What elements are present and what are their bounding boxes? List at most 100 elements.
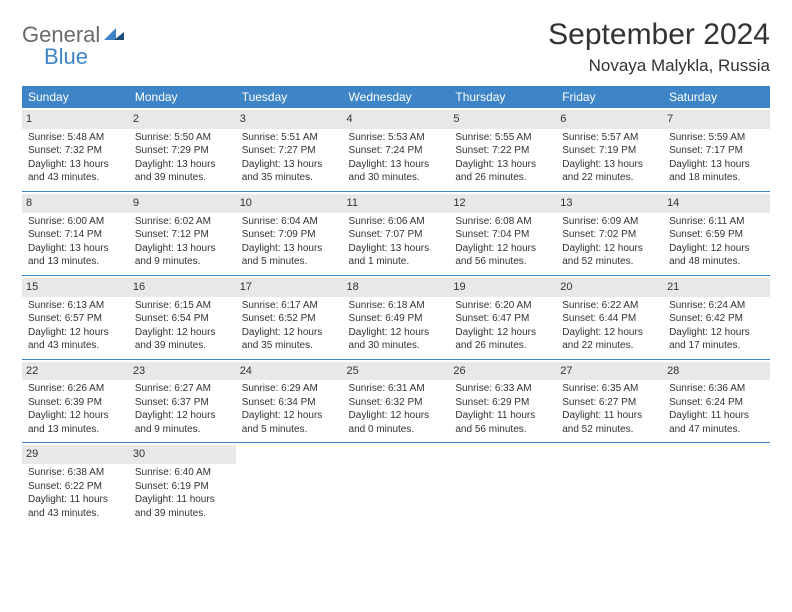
sunset-label: Sunset: 6:59 PM [669, 228, 764, 242]
daylight-label: Daylight: 12 hours and 35 minutes. [242, 326, 337, 353]
month-title: September 2024 [548, 18, 770, 52]
daylight-label: Daylight: 12 hours and 56 minutes. [455, 242, 550, 269]
calendar-day-cell: 9 Sunrise: 6:02 AMSunset: 7:12 PMDaylight… [129, 191, 236, 275]
calendar-day-cell [663, 443, 770, 526]
sunset-label: Sunset: 6:44 PM [562, 312, 657, 326]
day-number: 22 [22, 362, 129, 381]
daylight-label: Daylight: 13 hours and 18 minutes. [669, 158, 764, 185]
daylight-label: Daylight: 11 hours and 43 minutes. [28, 493, 123, 520]
weekday-header: Sunday [22, 86, 129, 108]
sunset-label: Sunset: 6:57 PM [28, 312, 123, 326]
sunrise-label: Sunrise: 6:20 AM [455, 299, 550, 313]
sunset-label: Sunset: 7:19 PM [562, 144, 657, 158]
calendar-day-cell [556, 443, 663, 526]
sunrise-label: Sunrise: 5:55 AM [455, 131, 550, 145]
calendar-day-cell: 15Sunrise: 6:13 AMSunset: 6:57 PMDayligh… [22, 275, 129, 359]
calendar-table: Sunday Monday Tuesday Wednesday Thursday… [22, 86, 770, 526]
sunrise-label: Sunrise: 6:33 AM [455, 382, 550, 396]
sunset-label: Sunset: 6:37 PM [135, 396, 230, 410]
daylight-label: Daylight: 12 hours and 9 minutes. [135, 409, 230, 436]
sunset-label: Sunset: 7:17 PM [669, 144, 764, 158]
sunrise-label: Sunrise: 5:48 AM [28, 131, 123, 145]
sunset-label: Sunset: 6:22 PM [28, 480, 123, 494]
day-number: 28 [663, 362, 770, 381]
sunrise-label: Sunrise: 6:24 AM [669, 299, 764, 313]
sunset-label: Sunset: 6:52 PM [242, 312, 337, 326]
calendar-day-cell [343, 443, 450, 526]
day-number: 16 [129, 278, 236, 297]
daylight-label: Daylight: 12 hours and 30 minutes. [349, 326, 444, 353]
sunset-label: Sunset: 7:32 PM [28, 144, 123, 158]
weekday-header: Monday [129, 86, 236, 108]
calendar-week-row: 22Sunrise: 6:26 AMSunset: 6:39 PMDayligh… [22, 359, 770, 443]
sunset-label: Sunset: 6:34 PM [242, 396, 337, 410]
daylight-label: Daylight: 13 hours and 5 minutes. [242, 242, 337, 269]
day-number: 21 [663, 278, 770, 297]
daylight-label: Daylight: 13 hours and 13 minutes. [28, 242, 123, 269]
day-number: 29 [22, 445, 129, 464]
calendar-day-cell: 26Sunrise: 6:33 AMSunset: 6:29 PMDayligh… [449, 359, 556, 443]
sunset-label: Sunset: 7:14 PM [28, 228, 123, 242]
sunrise-label: Sunrise: 6:18 AM [349, 299, 444, 313]
day-number: 17 [236, 278, 343, 297]
calendar-week-row: 1Sunrise: 5:48 AMSunset: 7:32 PMDaylight… [22, 108, 770, 191]
daylight-label: Daylight: 13 hours and 30 minutes. [349, 158, 444, 185]
sunset-label: Sunset: 6:27 PM [562, 396, 657, 410]
title-block: September 2024 Novaya Malykla, Russia [548, 18, 770, 76]
day-number: 9 [129, 194, 236, 213]
daylight-label: Daylight: 13 hours and 9 minutes. [135, 242, 230, 269]
sunset-label: Sunset: 6:49 PM [349, 312, 444, 326]
sunset-label: Sunset: 6:32 PM [349, 396, 444, 410]
day-number: 11 [343, 194, 450, 213]
sunrise-label: Sunrise: 6:15 AM [135, 299, 230, 313]
sunset-label: Sunset: 7:29 PM [135, 144, 230, 158]
sunset-label: Sunset: 7:04 PM [455, 228, 550, 242]
logo: General Blue [22, 22, 124, 48]
calendar-day-cell: 27Sunrise: 6:35 AMSunset: 6:27 PMDayligh… [556, 359, 663, 443]
day-number: 4 [343, 110, 450, 129]
sunrise-label: Sunrise: 6:02 AM [135, 215, 230, 229]
logo-word-2: Blue [44, 44, 88, 70]
calendar-day-cell: 19Sunrise: 6:20 AMSunset: 6:47 PMDayligh… [449, 275, 556, 359]
sunrise-label: Sunrise: 6:22 AM [562, 299, 657, 313]
calendar-day-cell: 7Sunrise: 5:59 AMSunset: 7:17 PMDaylight… [663, 108, 770, 191]
calendar-day-cell: 3Sunrise: 5:51 AMSunset: 7:27 PMDaylight… [236, 108, 343, 191]
calendar-day-cell [236, 443, 343, 526]
daylight-label: Daylight: 12 hours and 48 minutes. [669, 242, 764, 269]
sunrise-label: Sunrise: 6:00 AM [28, 215, 123, 229]
day-number: 24 [236, 362, 343, 381]
day-number: 25 [343, 362, 450, 381]
calendar-day-cell: 20Sunrise: 6:22 AMSunset: 6:44 PMDayligh… [556, 275, 663, 359]
sunset-label: Sunset: 7:12 PM [135, 228, 230, 242]
calendar-day-cell: 8Sunrise: 6:00 AMSunset: 7:14 PMDaylight… [22, 191, 129, 275]
calendar-week-row: 8Sunrise: 6:00 AMSunset: 7:14 PMDaylight… [22, 191, 770, 275]
sunset-label: Sunset: 7:07 PM [349, 228, 444, 242]
day-number: 14 [663, 194, 770, 213]
day-number: 5 [449, 110, 556, 129]
day-number: 30 [129, 445, 236, 464]
calendar-day-cell: 29Sunrise: 6:38 AMSunset: 6:22 PMDayligh… [22, 443, 129, 526]
daylight-label: Daylight: 12 hours and 39 minutes. [135, 326, 230, 353]
daylight-label: Daylight: 13 hours and 35 minutes. [242, 158, 337, 185]
weekday-header: Tuesday [236, 86, 343, 108]
sunset-label: Sunset: 7:27 PM [242, 144, 337, 158]
daylight-label: Daylight: 13 hours and 43 minutes. [28, 158, 123, 185]
day-number: 10 [236, 194, 343, 213]
daylight-label: Daylight: 12 hours and 17 minutes. [669, 326, 764, 353]
daylight-label: Daylight: 12 hours and 52 minutes. [562, 242, 657, 269]
calendar-day-cell: 12Sunrise: 6:08 AMSunset: 7:04 PMDayligh… [449, 191, 556, 275]
calendar-day-cell: 10Sunrise: 6:04 AMSunset: 7:09 PMDayligh… [236, 191, 343, 275]
daylight-label: Daylight: 12 hours and 26 minutes. [455, 326, 550, 353]
calendar-day-cell [449, 443, 556, 526]
daylight-label: Daylight: 13 hours and 1 minute. [349, 242, 444, 269]
calendar-page: General Blue September 2024 Novaya Malyk… [0, 0, 792, 544]
sunset-label: Sunset: 6:47 PM [455, 312, 550, 326]
weekday-header: Friday [556, 86, 663, 108]
day-number: 20 [556, 278, 663, 297]
calendar-day-cell: 23Sunrise: 6:27 AMSunset: 6:37 PMDayligh… [129, 359, 236, 443]
calendar-day-cell: 18Sunrise: 6:18 AMSunset: 6:49 PMDayligh… [343, 275, 450, 359]
calendar-day-cell: 6Sunrise: 5:57 AMSunset: 7:19 PMDaylight… [556, 108, 663, 191]
sunset-label: Sunset: 6:24 PM [669, 396, 764, 410]
sunrise-label: Sunrise: 6:04 AM [242, 215, 337, 229]
sunrise-label: Sunrise: 6:31 AM [349, 382, 444, 396]
